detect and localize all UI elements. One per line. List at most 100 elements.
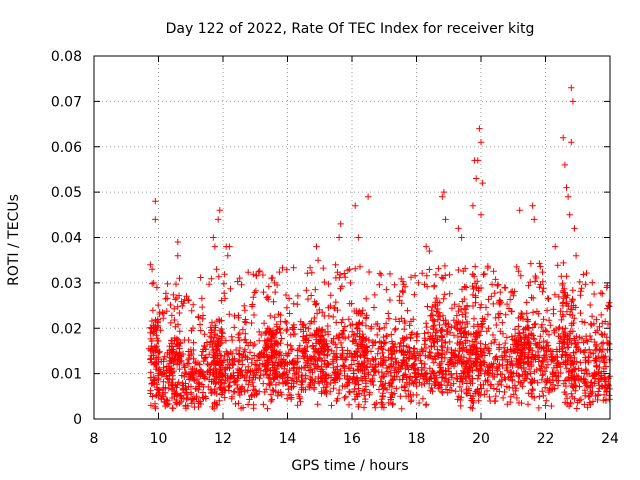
data-point: [436, 299, 443, 306]
data-point: [381, 324, 388, 331]
data-point: [222, 370, 229, 377]
data-point: [531, 321, 538, 328]
data-point: [472, 292, 479, 299]
data-point: [148, 352, 155, 359]
data-point: [366, 391, 373, 398]
data-point: [156, 389, 163, 397]
data-point: [290, 365, 297, 372]
data-point: [196, 321, 204, 328]
data-point: [266, 354, 274, 361]
data-point: [256, 388, 263, 395]
data-point: [311, 365, 318, 372]
data-point: [236, 344, 244, 352]
data-point: [422, 320, 430, 327]
data-point: [172, 323, 179, 330]
data-point: [586, 346, 593, 353]
data-point: [280, 356, 287, 363]
data-point: [488, 293, 495, 300]
data-point: [211, 243, 219, 250]
data-point: [563, 300, 571, 307]
data-point: [147, 390, 154, 397]
data-point: [250, 271, 257, 278]
data-point: [397, 339, 404, 346]
data-point: [415, 279, 422, 287]
data-point: [305, 325, 312, 332]
data-point: [598, 340, 605, 347]
data-point: [356, 319, 363, 326]
data-point: [413, 331, 420, 338]
data-point: [208, 319, 216, 326]
data-point: [337, 220, 344, 228]
data-point: [323, 352, 331, 359]
data-point: [333, 354, 341, 361]
data-point: [248, 303, 256, 310]
data-point: [353, 324, 361, 332]
data-point: [261, 388, 268, 396]
data-point: [304, 270, 311, 277]
data-point: [200, 346, 207, 353]
data-point: [599, 290, 606, 297]
data-point: [477, 340, 484, 347]
data-point: [151, 400, 159, 407]
data-point: [562, 390, 570, 398]
data-point: [187, 389, 195, 396]
data-point: [181, 336, 188, 344]
data-point: [296, 342, 303, 349]
data-point: [373, 399, 380, 407]
data-point: [391, 326, 399, 334]
data-point: [269, 342, 276, 349]
data-point: [287, 392, 295, 399]
data-point: [482, 341, 489, 348]
data-point: [466, 363, 473, 370]
data-point: [219, 372, 226, 379]
data-point: [244, 401, 252, 408]
data-point: [356, 263, 364, 270]
data-point: [535, 348, 542, 356]
data-point: [262, 328, 270, 336]
data-point: [479, 357, 487, 365]
data-point: [537, 281, 544, 288]
data-point: [313, 243, 320, 250]
data-point: [350, 332, 357, 340]
data-point: [568, 84, 575, 91]
data-point: [283, 327, 290, 334]
data-point: [220, 280, 228, 287]
data-point: [182, 370, 190, 377]
data-point: [435, 309, 442, 316]
data-point: [299, 321, 307, 328]
data-point: [318, 390, 325, 397]
data-point: [548, 402, 555, 410]
data-point: [316, 354, 323, 362]
data-point: [455, 266, 462, 274]
data-point: [506, 296, 514, 303]
data-point: [327, 379, 334, 387]
data-point: [235, 358, 242, 365]
data-point: [536, 260, 543, 267]
data-point: [518, 309, 525, 317]
data-point: [453, 375, 460, 383]
data-point: [313, 340, 320, 347]
data-point: [484, 263, 492, 270]
data-point: [300, 328, 307, 335]
data-point: [598, 348, 606, 356]
data-point: [561, 161, 568, 169]
data-point: [438, 388, 446, 395]
data-point: [398, 349, 405, 356]
data-point: [235, 372, 242, 379]
data-point: [271, 279, 278, 287]
data-point: [245, 381, 252, 388]
data-point: [470, 330, 477, 338]
data-point: [513, 263, 520, 271]
data-point: [412, 370, 419, 377]
data-point: [560, 259, 567, 267]
data-point: [569, 295, 576, 303]
data-point: [224, 356, 231, 363]
data-point: [531, 368, 538, 375]
data-point: [502, 376, 509, 383]
data-point: [255, 365, 262, 372]
data-point: [196, 381, 203, 388]
data-point: [422, 337, 429, 344]
data-point: [399, 335, 407, 342]
data-point: [197, 274, 204, 281]
data-point: [166, 347, 173, 354]
